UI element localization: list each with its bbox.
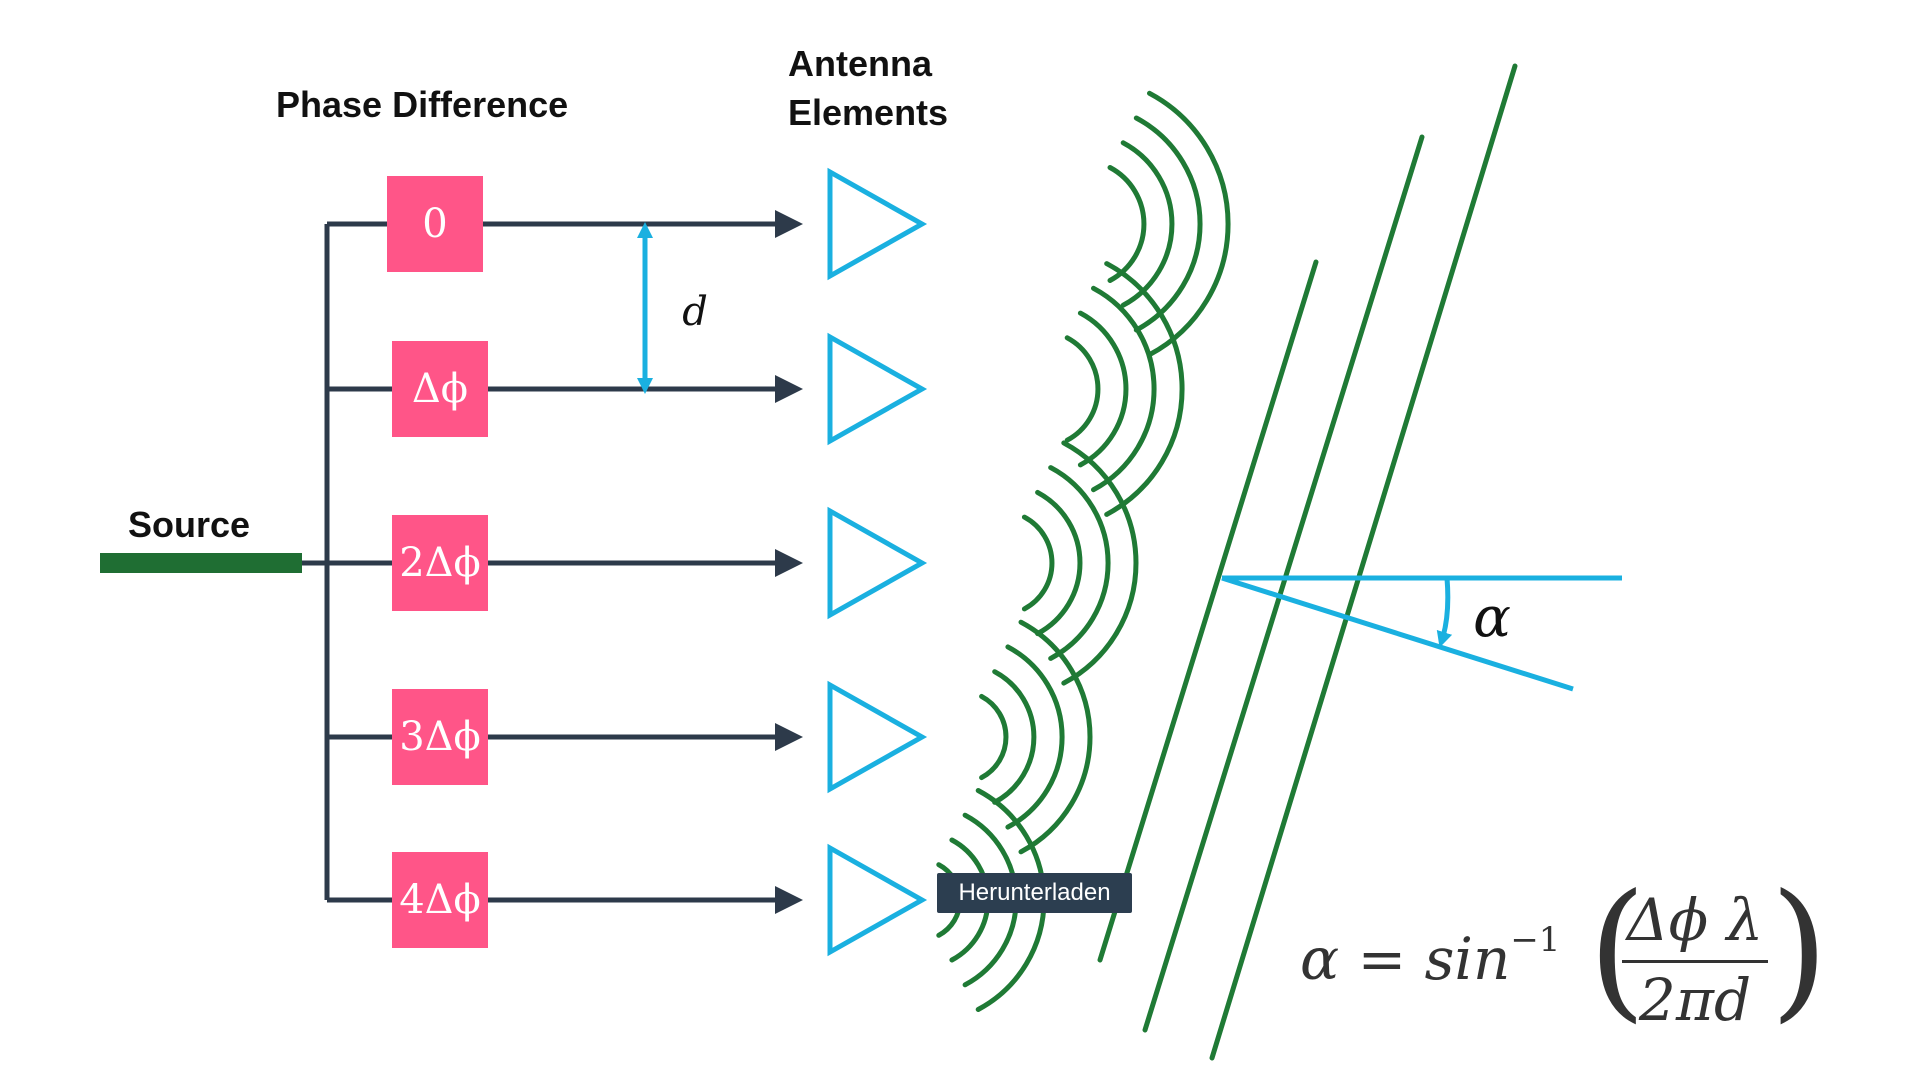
formula-right-paren: ) [1770, 863, 1829, 1037]
antenna-icon [827, 680, 928, 794]
wave-arc [1120, 140, 1175, 308]
wave-arc [1104, 261, 1185, 517]
wavefront-line-1 [1097, 259, 1319, 963]
wave-arc [1061, 440, 1139, 686]
phase-shifter-box [392, 341, 488, 437]
wave-arc [1064, 335, 1101, 443]
phase-shifter-label: 3Δϕ [399, 714, 481, 760]
wave-arc [1107, 165, 1147, 283]
antenna-icon [827, 167, 928, 281]
source-label: Source [128, 504, 251, 545]
formula-fraction-bar [1622, 960, 1768, 963]
feed-arrowhead [775, 723, 803, 751]
formula-numerator: Δϕ λ [1626, 886, 1764, 954]
wave-arc [1048, 465, 1111, 661]
wavefront-lines [1097, 63, 1518, 1061]
phase-shifters: 0 Δϕ 2Δϕ 3Δϕ 4Δϕ [387, 176, 488, 948]
wavefront-line-3 [1209, 63, 1518, 1061]
spacing-label: d [682, 289, 708, 335]
angle-arc [1436, 577, 1453, 648]
wave-arc [1005, 644, 1065, 830]
antenna-icon [827, 332, 928, 446]
feed-arrowhead [775, 210, 803, 238]
angle-label: α [1473, 586, 1511, 651]
wave-arc [1018, 619, 1093, 855]
wavefront-line-2 [1142, 134, 1425, 1033]
feed-arrowhead [775, 549, 803, 577]
phase-shifter-label: 4Δϕ [399, 877, 481, 923]
phase-shifter-box [392, 689, 488, 785]
antenna-elements-label-line1: Antenna [788, 43, 932, 84]
wave-arc [1077, 310, 1129, 468]
feed-arrowhead [775, 375, 803, 403]
wave-arc [992, 669, 1037, 805]
antenna-elements [827, 167, 928, 957]
wave-arc [1035, 489, 1083, 637]
phase-shifter-box [392, 515, 488, 611]
phase-difference-label: Phase Difference [276, 84, 569, 125]
phase-shifter-box [387, 176, 483, 272]
feed-arrowhead [775, 886, 803, 914]
phase-shifter-label: 0 [422, 201, 447, 247]
steering-angle [1221, 575, 1622, 692]
wave-arc [1021, 514, 1055, 612]
formula-lhs-text: α = sin [1300, 925, 1511, 993]
formula-left-paren: ( [1588, 863, 1647, 1037]
formula-denominator: 2πd [1638, 966, 1752, 1034]
steering-formula: α = sin−1 ( Δϕ λ 2πd ) [1300, 870, 1829, 1060]
wave-arc [1147, 90, 1231, 358]
phase-shifter-label: 2Δϕ [399, 540, 481, 586]
download-tooltip[interactable]: Herunterladen [937, 873, 1132, 913]
antenna-icon [827, 506, 928, 620]
wave-arc [1133, 115, 1203, 333]
wave-arc [1091, 285, 1157, 493]
formula-exponent: −1 [1510, 920, 1561, 960]
phase-shifter-label: Δϕ [412, 366, 468, 412]
antenna-elements-label-line2: Elements [788, 92, 949, 133]
wave-arc [979, 693, 1009, 781]
phase-shifter-box [392, 852, 488, 948]
beam-direction-line [1221, 575, 1574, 692]
source-bar [100, 553, 302, 573]
formula-lhs: α = sin−1 [1300, 920, 1560, 993]
antenna-icon [827, 843, 928, 957]
